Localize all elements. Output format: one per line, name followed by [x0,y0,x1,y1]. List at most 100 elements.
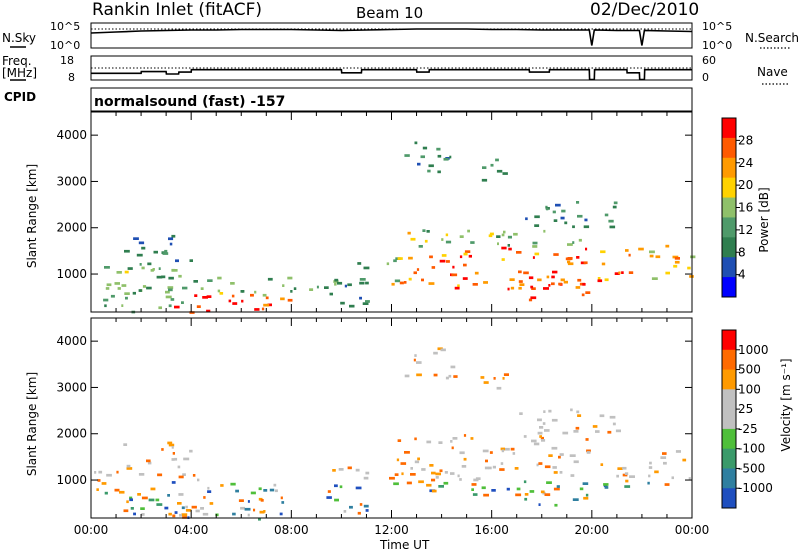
heatmap-cell [513,232,518,236]
heatmap-cell [247,500,250,503]
heatmap-cell [408,277,412,281]
heatmap-cell [263,510,266,513]
heatmap-cell [147,461,152,465]
heatmap-cell [600,463,604,466]
heatmap-cell [453,375,458,378]
heatmap-cell [625,479,629,483]
heatmap-cell [508,247,512,251]
heatmap-cell [441,238,444,241]
heatmap-cell [244,507,251,511]
x-tick-label: 04:00 [174,523,209,537]
heatmap-cell [543,229,546,233]
heatmap-cell [202,512,209,516]
heatmap-cell [579,487,584,491]
heatmap-cell [531,439,537,443]
heatmap-cell [123,443,128,446]
heatmap-cell [365,509,369,512]
heatmap-cell [446,260,450,263]
colorbar-tick-label: -25 [738,422,758,436]
date-title: 02/Dec/2010 [590,0,699,20]
colorbar-swatch [722,409,736,430]
heatmap-cell [110,294,115,298]
heatmap-cell [488,234,493,238]
heatmap-cell [105,287,110,290]
heatmap-cell [240,290,244,293]
heatmap-cell [136,253,143,257]
heatmap-cell [343,510,347,513]
heatmap-cell [523,271,529,275]
heatmap-cell [451,446,454,450]
heatmap-cell [174,457,178,461]
freq-left-tick-bottom: 8 [68,71,75,84]
heatmap-cell [169,242,173,246]
heatmap-cell [156,503,163,506]
heatmap-cell [138,241,145,245]
heatmap-cell [628,271,634,274]
heatmap-cell [414,437,417,441]
heatmap-cell [609,225,616,229]
heatmap-cell [404,154,410,157]
heatmap-cell [450,365,456,369]
heatmap-cell [148,498,155,502]
heatmap-cell [357,511,361,515]
heatmap-cell [104,491,108,495]
heatmap-cell [349,304,355,308]
heatmap-cell [443,481,449,485]
heatmap-cell [207,279,213,282]
heatmap-cell [230,482,236,486]
heatmap-cell [604,213,609,217]
heatmap-cell [150,487,156,491]
heatmap-cell [565,257,572,261]
heatmap-cell [464,250,471,253]
colorbar-tick-label: 4 [738,268,746,282]
station-title: Rankin Inlet (fitACF) [92,0,262,20]
x-tick-label: 12:00 [374,523,409,537]
heatmap-cell [655,255,661,259]
heatmap-cell [393,259,397,263]
heatmap-cell [413,358,416,362]
heatmap-cell [97,479,101,482]
velocity-ylabel: Slant Range [km] [25,372,39,476]
noise-panel [90,22,693,49]
heatmap-cell [132,291,136,295]
heatmap-cell [357,262,362,265]
heatmap-cell [649,461,652,465]
heatmap-cell [344,284,347,288]
heatmap-cell [445,240,452,244]
heatmap-cell [416,268,420,271]
heatmap-cell [540,490,545,494]
heatmap-cell [142,285,147,288]
heatmap-cell [570,408,573,412]
heatmap-cell [496,386,502,390]
heatmap-cell [523,480,527,484]
heatmap-cell [161,275,166,279]
heatmap-cell [386,262,390,266]
heatmap-cell [583,496,589,500]
heatmap-cell [408,256,413,260]
heatmap-cell [433,351,438,355]
colorbar-tick-label: 28 [738,133,753,147]
heatmap-cell [254,308,260,311]
heatmap-cell [492,465,496,469]
heatmap-cell [162,252,169,255]
heatmap-cell [365,281,369,285]
heatmap-cell [474,271,479,275]
heatmap-cell [438,441,443,444]
y-tick-label: 2000 [56,221,87,235]
heatmap-cell [665,271,670,275]
heatmap-cell [139,263,142,266]
heatmap-cell [165,295,172,299]
heatmap-cell [241,299,244,303]
heatmap-cell [196,305,201,308]
heatmap-cell [529,490,535,493]
heatmap-cell [165,290,170,294]
heatmap-cell [567,243,573,246]
heatmap-cell [334,278,339,282]
heatmap-cell [182,286,188,290]
heatmap-cell [334,498,339,502]
heatmap-cell [673,264,678,268]
heatmap-cell [548,454,553,457]
heatmap-cell [671,476,674,480]
heatmap-cell [267,277,273,281]
heatmap-cell [273,483,277,487]
